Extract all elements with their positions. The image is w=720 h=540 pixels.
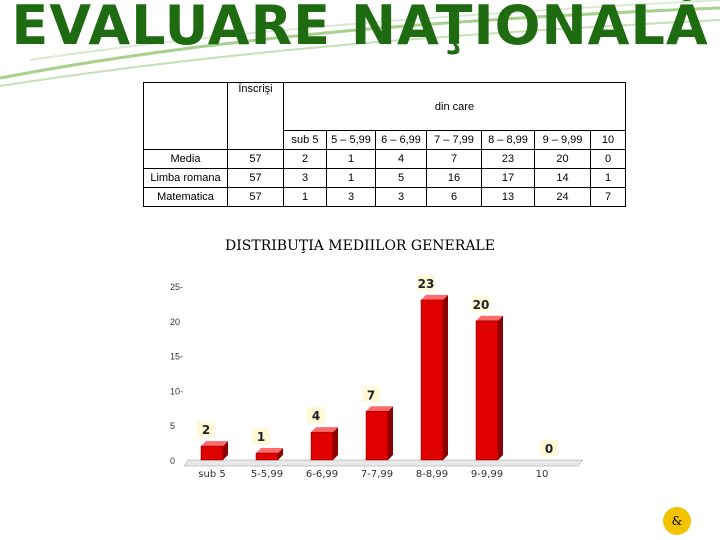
table-cell: 17: [481, 168, 535, 188]
range-header: sub 5: [283, 130, 327, 150]
bar-top: [421, 294, 448, 300]
range-header: 5 – 5,99: [326, 130, 376, 150]
table-cell: 1: [326, 149, 376, 169]
range-header: 10: [590, 130, 626, 150]
data-label: 4: [312, 409, 320, 423]
enrolled-cell: 57: [227, 168, 284, 188]
bar-top: [201, 441, 228, 447]
range-header: 6 – 6,99: [375, 130, 427, 150]
x-tick-label: 10: [536, 469, 549, 480]
table-cell: 3: [283, 168, 327, 188]
table-cell: 5: [375, 168, 427, 188]
table-cell: 1: [326, 168, 376, 188]
data-label-box: [197, 421, 215, 438]
table-cell: 23: [481, 149, 535, 169]
table-cell: 7: [426, 149, 482, 169]
table-cell: 24: [534, 187, 591, 207]
table-cell: 14: [534, 168, 591, 188]
bar-side: [333, 427, 338, 460]
table-cell: 4: [375, 149, 427, 169]
data-label: 20: [473, 298, 490, 312]
chart-floor: [183, 459, 584, 467]
of-which-header: din care: [283, 82, 626, 131]
y-tick-label: 15-: [170, 352, 183, 362]
table-row: Limba romana 57 3 1 5 16 17 14 1: [143, 168, 626, 188]
table-row: Media 57 2 1 4 7 23 20 0: [143, 149, 626, 169]
table-corner-cell: [143, 82, 228, 150]
x-tick-label: 8-8,99: [416, 469, 448, 480]
table-cell: 6: [426, 187, 482, 207]
y-tick-label: 10-: [170, 386, 183, 396]
table-cell: 2: [283, 149, 327, 169]
bar-top: [476, 315, 503, 321]
range-header: 7 – 7,99: [426, 130, 482, 150]
bar: [475, 320, 499, 461]
x-tick-label: 5-5,99: [251, 469, 283, 480]
data-label: 1: [257, 430, 265, 444]
bar-side: [223, 441, 228, 460]
data-label-box: [417, 274, 435, 291]
page-title: EVALUARE NAŢIONALĂ: [11, 0, 709, 57]
table-cell: 20: [534, 149, 591, 169]
x-tick-label: 7-7,99: [361, 469, 393, 480]
enrolled-cell: 57: [227, 149, 284, 169]
y-tick-label: 20: [170, 317, 180, 327]
x-tick-label: sub 5: [198, 469, 225, 480]
bar-side: [278, 448, 283, 460]
bar-side: [443, 294, 448, 460]
table-cell: 13: [481, 187, 535, 207]
y-tick-label: 25-: [170, 282, 183, 292]
table-cell: 7: [590, 187, 626, 207]
bar: [420, 299, 444, 461]
bar-top: [311, 427, 338, 433]
bar: [255, 452, 279, 461]
data-label-box: [540, 440, 558, 456]
y-tick-label: 0: [170, 456, 175, 466]
distribution-bar-chart: 0 5 10- 15- 20 25- 2 sub 5 1 5-5,99 4 6-6,99 7 7-7,99…: [170, 274, 584, 480]
bar: [365, 411, 389, 461]
header-swoosh-decoration: [0, 0, 720, 87]
enrolled-cell: 57: [227, 187, 284, 207]
data-label-box: [472, 295, 490, 312]
table-cell: 3: [326, 187, 376, 207]
chart-title: DISTRIBUŢIA MEDIILOR GENERALE: [225, 238, 495, 254]
bar-side: [498, 315, 503, 460]
x-tick-label: 6-6,99: [306, 469, 338, 480]
data-label: 7: [367, 388, 375, 402]
table-cell: 1: [590, 168, 626, 188]
table-row: Matematica 57 1 3 3 6 13 24 7: [143, 187, 626, 207]
range-header: 9 – 9,99: [534, 130, 591, 150]
bar-side: [388, 406, 393, 460]
enrolled-header: Înscrişi: [227, 82, 284, 150]
table-cell: 16: [426, 168, 482, 188]
logo-icon: &: [663, 507, 691, 535]
row-label: Matematica: [143, 187, 228, 207]
x-tick-label: 9-9,99: [471, 469, 503, 480]
data-label: 0: [545, 442, 553, 456]
grades-table: Înscrişi din care sub 5 5 – 5,99 6 – 6,9…: [143, 82, 626, 207]
enrolled-header-label: Înscrişi: [238, 83, 273, 95]
data-label-box: [362, 386, 380, 403]
table-cell: 3: [375, 187, 427, 207]
data-label-box: [307, 407, 325, 424]
table-cell: 0: [590, 149, 626, 169]
bar-top: [366, 406, 393, 412]
row-label: Limba romana: [143, 168, 228, 188]
data-label-box: [252, 428, 270, 445]
range-header: 8 – 8,99: [481, 130, 535, 150]
data-label: 23: [418, 277, 435, 291]
bar: [310, 431, 334, 461]
bar: [200, 445, 224, 461]
table-cell: 1: [283, 187, 327, 207]
of-which-header-label: din care: [434, 100, 475, 113]
bar-top: [256, 448, 283, 454]
y-tick-label: 5: [170, 421, 175, 431]
row-label: Media: [143, 149, 228, 169]
data-label: 2: [202, 423, 210, 437]
